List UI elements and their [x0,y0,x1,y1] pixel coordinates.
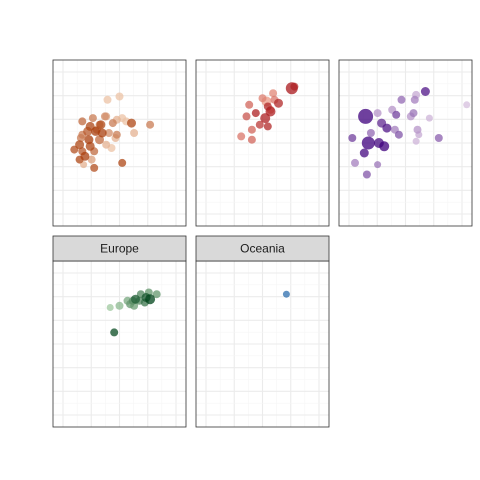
scatter-point [110,328,119,337]
scatter-point [102,140,111,149]
scatter-point [115,301,124,310]
scatter-point [115,92,124,101]
panel-points [237,82,299,144]
scatter-point [348,134,357,142]
scatter-point [88,114,97,123]
panel-europe: Europe [52,235,187,428]
scatter-point [412,137,420,145]
panel-grid [339,60,472,226]
scatter-point [237,132,246,141]
scatter-point [255,120,264,129]
scatter-point [392,110,401,119]
scatter-point [247,135,256,144]
scatter-point [374,161,382,169]
scatter-point [247,125,256,134]
scatter-point [366,129,375,137]
scatter-point [146,120,155,129]
scatter-point [118,158,127,167]
scatter-point [274,98,283,108]
panel-border [52,59,187,227]
scatter-point [145,294,156,305]
scatter-point [410,95,419,104]
scatter-point [152,290,161,299]
scatter-point [242,112,251,121]
panel-1 [52,59,187,227]
scatter-point [106,304,114,311]
scatter-point [96,120,106,130]
scatter-point [131,294,140,304]
scatter-point [434,134,443,142]
scatter-point [103,95,112,104]
scatter-point [397,95,406,104]
scatter-point [258,94,267,103]
panel-grid [196,261,329,427]
scatter-point [104,129,113,137]
scatter-point [394,130,403,139]
scatter-point [100,112,109,121]
scatter-point [358,108,374,124]
scatter-point [251,109,260,118]
scatter-point [80,151,90,161]
scatter-point [409,109,418,118]
panel-points [348,87,471,179]
strip-oceania [195,235,330,262]
scatter-point [373,109,382,118]
scatter-point [382,123,392,133]
scatter-point [97,128,107,138]
scatter-point [420,87,430,96]
scatter-point [130,129,139,137]
scatter-point [90,163,99,172]
scatter-point [263,122,272,131]
scatter-point [359,148,369,158]
strip-europe [52,235,187,262]
strip-label-oceania: Oceania [240,242,285,256]
scatter-point [413,125,422,134]
scatter-point [260,113,271,124]
scatter-point [282,290,290,298]
scatter-point [112,130,121,139]
scatter-point [379,141,390,152]
scatter-point [245,100,254,109]
panel-points [282,290,290,298]
scatter-point [285,82,298,95]
scatter-point [127,118,136,128]
panel-grid [53,60,186,226]
scatter-point [463,101,471,109]
strip-label-europe: Europe [100,242,139,256]
panel-border [195,59,330,227]
scatter-point [78,117,87,126]
panel-border [338,59,473,227]
scatter-point [361,136,375,150]
panel-3 [338,59,473,227]
scatter-point [76,134,85,142]
scatter-point [75,140,85,150]
panel-2 [195,59,330,227]
scatter-point [87,155,96,164]
scatter-point [351,158,359,167]
panel-points [70,92,155,172]
scatter-point [269,89,278,98]
scatter-point [362,170,371,179]
scatter-point [108,119,117,128]
panel-points [106,288,161,337]
scatter-point [84,135,94,145]
panel-oceania: Oceania [195,235,330,428]
scatter-point [425,114,433,122]
panel-grid [53,261,186,427]
